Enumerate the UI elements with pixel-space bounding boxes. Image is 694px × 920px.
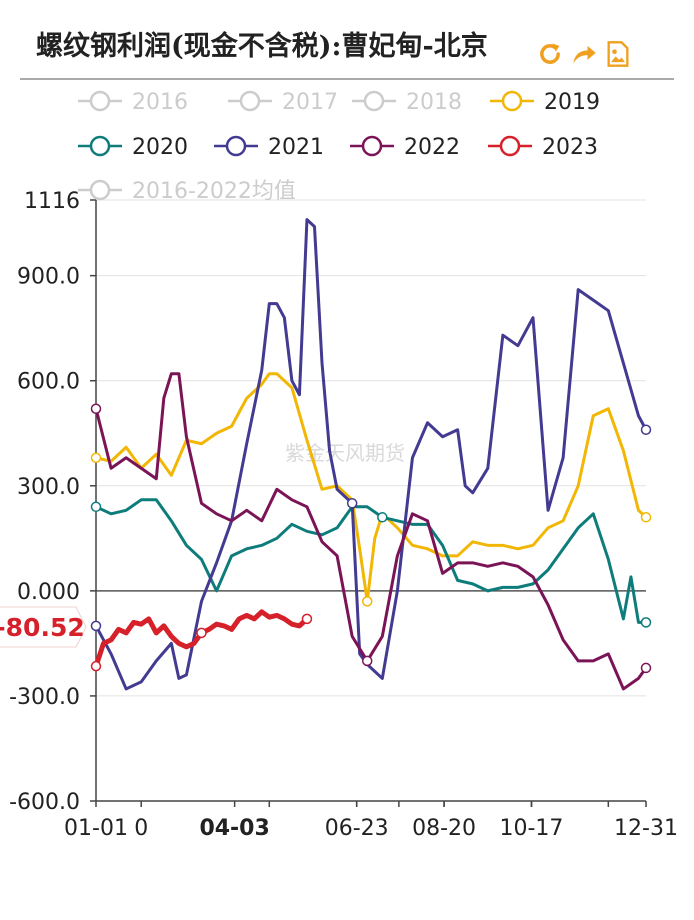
- series-point-2019: [90, 452, 102, 464]
- axes: 1116 900.0 600.0 300.0 0.000 -300.0 -600.001-0…: [9, 189, 678, 841]
- current-value-label: -80.52: [0, 613, 85, 642]
- legend-label: 2019: [544, 90, 600, 115]
- chart-title: 螺纹钢利润(现金不含税):曹妃甸-北京: [36, 31, 488, 62]
- y-tick-label: 600.0: [17, 370, 80, 395]
- series-lines: [90, 218, 652, 691]
- chart-toolbar: [536, 40, 632, 68]
- series-line-2019: [95, 372, 648, 603]
- series-point-2021: [346, 498, 358, 509]
- y-tick-label: -300.0: [9, 685, 80, 710]
- series-point-2021: [90, 620, 102, 632]
- legend-item-2023[interactable]: 2023: [488, 135, 598, 160]
- legend-swatch-marker: [361, 135, 383, 157]
- legend-swatch-marker: [225, 135, 247, 157]
- legend-item-2022[interactable]: 2022: [350, 135, 460, 160]
- series-point-2019: [361, 596, 373, 607]
- series-point-2022: [361, 655, 373, 667]
- legend-item-2016[interactable]: 2016: [78, 90, 188, 115]
- series-point-2020: [640, 617, 652, 628]
- legend-swatch-marker: [89, 179, 111, 201]
- y-tick-label: 900.0: [17, 265, 80, 290]
- watermark: 紫金天风期货: [285, 441, 405, 465]
- legend-item-2016-2022均值[interactable]: 2016-2022均值: [78, 179, 296, 204]
- share-icon[interactable]: [570, 40, 598, 68]
- legend: 2016 2017 2018 2019 2020 2021 2022 2023 2016-202…: [78, 90, 600, 204]
- legend-swatch-marker: [89, 90, 111, 112]
- grid-lines: [96, 199, 646, 802]
- legend-item-2020[interactable]: 2020: [78, 135, 188, 160]
- series-point-2023: [301, 613, 313, 625]
- refresh-icon[interactable]: [536, 40, 564, 68]
- series-point-2019: [640, 512, 652, 523]
- series-point-2023: [196, 627, 207, 639]
- series-point-2022: [90, 403, 102, 414]
- legend-label: 2023: [542, 135, 598, 160]
- legend-item-2018[interactable]: 2018: [352, 90, 462, 115]
- title-divider: [20, 78, 674, 80]
- x-tick-label: 0: [134, 816, 148, 841]
- current-value-tag: -80.52: [0, 606, 87, 648]
- current-value-box: [0, 606, 87, 648]
- y-tick-label: -600.0: [9, 790, 80, 815]
- x-tick-label: 08-20: [412, 816, 476, 841]
- x-tick-label: 10-17: [500, 816, 564, 841]
- series-point-2020: [90, 501, 102, 513]
- legend-swatch-marker: [89, 135, 111, 157]
- legend-swatch-marker: [239, 90, 261, 112]
- legend-label: 2016-2022均值: [132, 179, 296, 204]
- save-image-icon[interactable]: [604, 40, 632, 68]
- legend-label: 2022: [404, 135, 460, 160]
- series-line-2021: [94, 218, 648, 691]
- legend-label: 2017: [282, 90, 338, 115]
- legend-item-2017[interactable]: 2017: [228, 90, 338, 115]
- legend-swatch-marker: [363, 90, 385, 112]
- legend-label: 2018: [406, 90, 462, 115]
- legend-label: 2020: [132, 135, 188, 160]
- legend-item-2019[interactable]: 2019: [490, 90, 600, 115]
- legend-label: 2021: [268, 135, 324, 160]
- legend-swatch-marker: [501, 90, 523, 112]
- legend-item-2021[interactable]: 2021: [214, 135, 324, 160]
- series-point-2023: [90, 660, 102, 672]
- x-tick-label: 12-31: [614, 816, 678, 841]
- legend-label: 2016: [132, 90, 188, 115]
- series-point-2022: [640, 662, 652, 674]
- series-point-2021: [640, 424, 652, 436]
- y-tick-label: 1116: [24, 189, 80, 214]
- legend-swatch-marker: [499, 135, 521, 157]
- y-tick-label: 300.0: [17, 475, 80, 500]
- series-point-2020: [377, 512, 388, 523]
- series-line-2022: [94, 372, 648, 691]
- x-tick-label: 06-23: [325, 816, 389, 841]
- y-tick-label: 0.000: [17, 580, 80, 605]
- series-line-2023: [93, 609, 309, 667]
- x-tick-label: 04-03: [199, 816, 269, 841]
- x-tick-label: 01-01: [64, 816, 128, 841]
